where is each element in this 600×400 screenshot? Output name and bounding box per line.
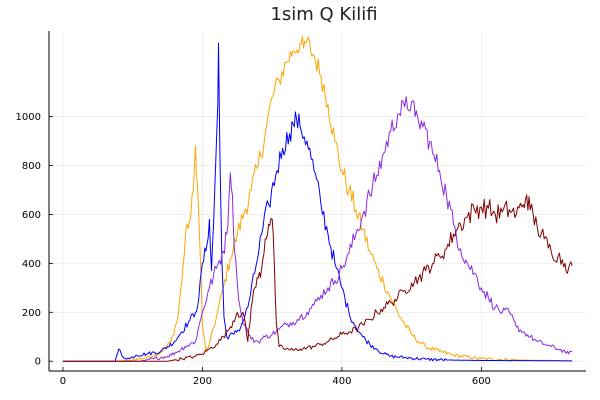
x-tick-label: 200	[193, 376, 212, 387]
y-tick-label: 200	[22, 308, 41, 319]
grid	[49, 31, 586, 371]
x-tick-label: 600	[472, 376, 491, 387]
chart-title: 1sim Q Kilifi	[270, 4, 377, 25]
y-tick-label: 400	[22, 259, 41, 270]
y-tick-label: 800	[22, 161, 41, 172]
x-tick-label: 0	[60, 376, 66, 387]
series-line-3	[62, 96, 573, 362]
series-line-1	[62, 35, 573, 362]
y-tick-label: 0	[35, 357, 41, 368]
y-tick-label: 1000	[16, 112, 41, 123]
series-line-2	[62, 42, 573, 362]
x-tick-label: 400	[332, 376, 351, 387]
series-group	[62, 35, 573, 362]
y-tick-label: 600	[22, 210, 41, 221]
series-line-4	[62, 194, 573, 362]
axes: 0 200 400 600 0 200 400 600 800 1000	[16, 31, 586, 387]
